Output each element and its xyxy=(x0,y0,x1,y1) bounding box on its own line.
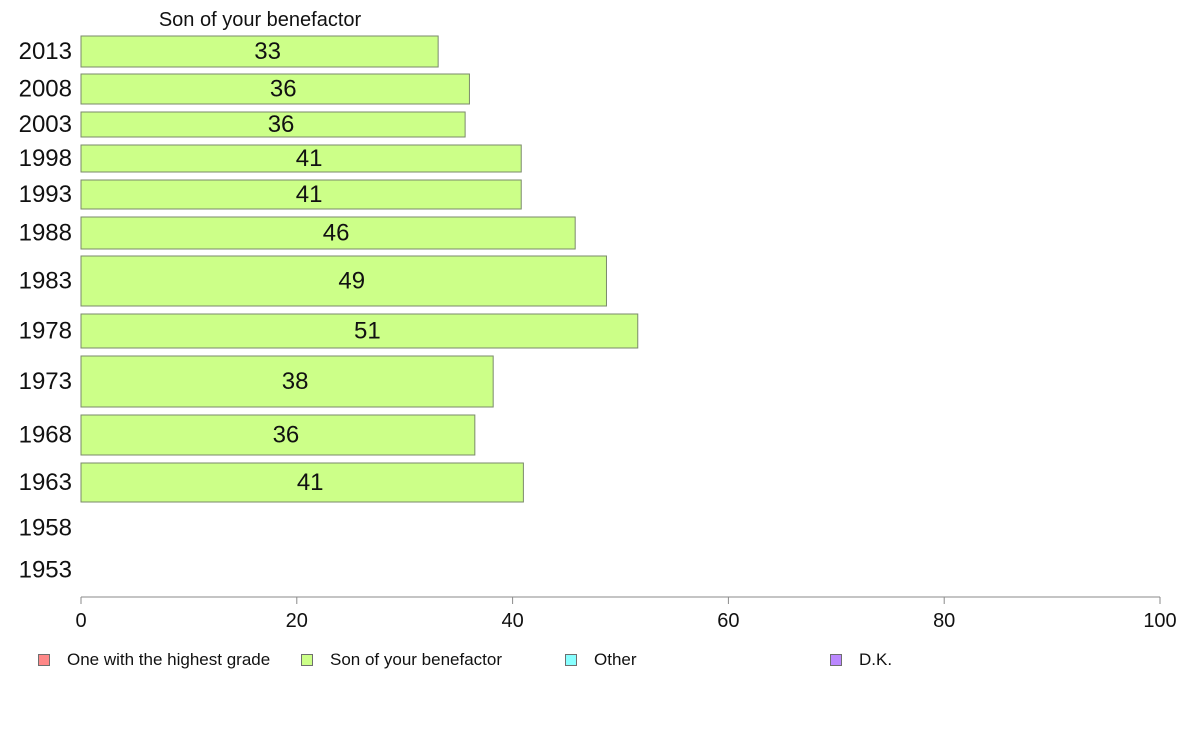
bar-value-label-1963: 41 xyxy=(297,469,324,496)
legend-swatch-other xyxy=(565,654,577,666)
bar-chart: Son of your benefactor 33363641414649513… xyxy=(19,9,1177,632)
legend: One with the highest grade Son of your b… xyxy=(38,650,1158,672)
year-label-1958: 1958 xyxy=(19,515,72,542)
year-label-1998: 1998 xyxy=(19,145,72,172)
year-label-1978: 1978 xyxy=(19,318,72,345)
year-label-2008: 2008 xyxy=(19,76,72,103)
bar-value-label-2008: 36 xyxy=(270,76,297,103)
year-label-1983: 1983 xyxy=(19,268,72,295)
bar-1963 xyxy=(80,462,524,503)
bar-value-label-1983: 49 xyxy=(338,268,365,295)
bar-1968 xyxy=(80,414,476,456)
legend-item-other: Other xyxy=(565,650,637,670)
x-axis: 0 20 40 60 80 100 xyxy=(75,596,1177,632)
bar-value-label-1973: 38 xyxy=(282,368,309,395)
bar-value-label-1968: 36 xyxy=(273,422,300,449)
bar-1973 xyxy=(80,355,494,408)
year-label-1953: 1953 xyxy=(19,557,72,584)
legend-swatch-son-of-benefactor xyxy=(301,654,313,666)
year-label-1993: 1993 xyxy=(19,181,72,208)
legend-label-son-of-benefactor: Son of your benefactor xyxy=(330,650,503,669)
year-label-1963: 1963 xyxy=(19,469,72,496)
bar-2013 xyxy=(80,35,439,68)
bar-1993 xyxy=(80,179,522,210)
x-tick-label-100: 100 xyxy=(1143,610,1176,632)
bar-2003 xyxy=(80,111,466,138)
bar-value-label-1978: 51 xyxy=(354,318,381,345)
year-label-1973: 1973 xyxy=(19,368,72,395)
legend-swatch-highest-grade xyxy=(38,654,50,666)
x-tick-label-40: 40 xyxy=(501,610,523,632)
year-label-2003: 2003 xyxy=(19,111,72,138)
bar-value-label-2013: 33 xyxy=(254,38,281,65)
year-label-1988: 1988 xyxy=(19,220,72,247)
bar-value-label-2003: 36 xyxy=(268,111,295,138)
bar-1998 xyxy=(80,144,522,173)
legend-item-highest-grade: One with the highest grade xyxy=(38,650,270,670)
legend-item-son-of-benefactor: Son of your benefactor xyxy=(301,650,502,670)
bar-value-label-1993: 41 xyxy=(296,181,323,208)
x-tick-label-0: 0 xyxy=(75,610,86,632)
year-label-2013: 2013 xyxy=(19,38,72,65)
bar-2008 xyxy=(80,73,470,105)
legend-swatch-dk xyxy=(830,654,842,666)
legend-item-dk: D.K. xyxy=(830,650,892,670)
legend-label-highest-grade: One with the highest grade xyxy=(67,650,271,669)
bar-1988 xyxy=(80,216,576,250)
bar-1978 xyxy=(80,313,639,349)
bar-value-label-1988: 46 xyxy=(323,220,350,247)
bar-value-label-1998: 41 xyxy=(296,145,323,172)
legend-label-other: Other xyxy=(594,650,637,669)
bar-1983 xyxy=(80,255,607,307)
x-tick-label-60: 60 xyxy=(717,610,739,632)
x-tick-label-20: 20 xyxy=(286,610,308,632)
legend-label-dk: D.K. xyxy=(859,650,893,669)
year-label-1968: 1968 xyxy=(19,422,72,449)
year-labels: 2013 2008 2003 1998 1993 1988 1983 1978 1973 1968… xyxy=(19,38,72,584)
x-tick-label-80: 80 xyxy=(933,610,955,632)
panel-title: Son of your benefactor xyxy=(159,9,362,31)
